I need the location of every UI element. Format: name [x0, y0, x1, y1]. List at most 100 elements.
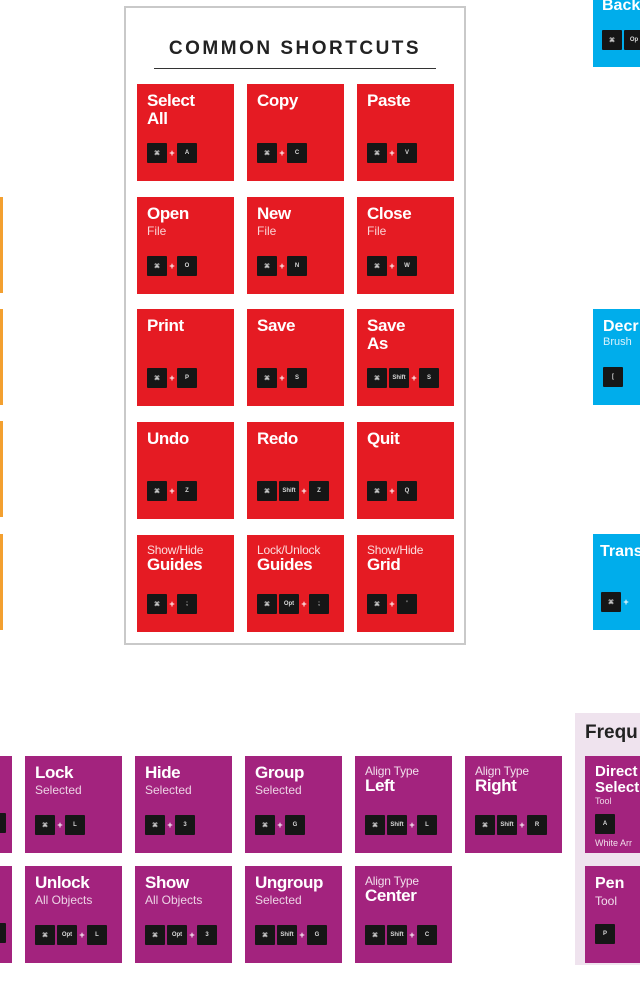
shortcut-tile-quit: Quit ⌘ + Q [357, 422, 454, 519]
orange-tile-fragment [0, 309, 3, 405]
key-cap: ⌘ [257, 256, 277, 276]
key-combo: ⌘ Opt + L [35, 925, 107, 945]
key-combo: ⌘ Shift + L [365, 815, 437, 835]
key-cap: ⌘ [255, 925, 275, 945]
key-cap: 3 [197, 925, 217, 945]
key-cap: L [65, 815, 85, 835]
key-cap: S [419, 368, 439, 388]
tile-title: Open [147, 204, 189, 223]
shortcut-tile-Show/Hide-grid: Show/Hide Grid ⌘ + ' [357, 535, 454, 632]
key-cap: L [417, 815, 437, 835]
tile-caption: White Arr [595, 838, 633, 848]
shortcut-tile-save: Save ⌘ + S [247, 309, 344, 406]
key-cap: N [287, 256, 307, 276]
tile-sub: Selected [145, 783, 192, 797]
key-cap: Opt [279, 594, 299, 614]
plus-sign: + [299, 930, 305, 940]
plus-sign: + [169, 486, 175, 496]
tile-title: Unlock [35, 873, 90, 892]
key-cap: ⌘ [367, 368, 387, 388]
key-cap: L [87, 925, 107, 945]
blue-tile-fragment: Trans ⌘ + [593, 534, 640, 630]
key-cap: Shift [387, 815, 407, 835]
shortcut-tile-undo: Undo ⌘ + Z [137, 422, 234, 519]
panel-title: COMMON SHORTCUTS [168, 38, 422, 59]
tile-title: Paste [367, 91, 411, 110]
shortcut-tile-Show/Hide-guides: Show/Hide Guides ⌘ +; [137, 535, 234, 632]
orange-tile-fragment [0, 534, 3, 630]
key-combo: ⌘ + W [367, 256, 417, 276]
tile-sub: Tool [595, 796, 612, 806]
key-cap: Opt [57, 925, 77, 945]
key-cap: P [595, 924, 615, 944]
tile-title: Show [145, 873, 189, 892]
key-cap: Shift [497, 815, 517, 835]
key-cap [0, 813, 6, 833]
tile-prefix: Align Type [365, 764, 419, 778]
key-cap: Shift [279, 481, 299, 501]
key-cap: O [177, 256, 197, 276]
key-combo: ⌘ Shift + R [475, 815, 547, 835]
key-cap: ⌘ [147, 143, 167, 163]
key-cap: ⌘ [367, 481, 387, 501]
key-cap: ⌘ [365, 925, 385, 945]
tile-title: Guides [257, 555, 313, 574]
tile-sub: Selected [35, 783, 82, 797]
key-cap: V [397, 143, 417, 163]
key-cap: ⌘ [257, 594, 277, 614]
key-cap: ⌘ [35, 925, 55, 945]
shortcut-tile-paste: Paste ⌘ + V [357, 84, 454, 181]
key-cap: ⌘ [365, 815, 385, 835]
purple-tile-fragment [0, 756, 12, 853]
tile-title: Trans [600, 543, 640, 560]
key-cap: Q [397, 481, 417, 501]
key-cap: G [307, 925, 327, 945]
plus-sign: + [79, 930, 85, 940]
tile-title: Close [367, 204, 412, 223]
plus-sign: + [389, 599, 395, 609]
tile-prefix: Lock/Unlock [257, 543, 321, 557]
key-cap: ⌘ [255, 815, 275, 835]
object-tile-hide: Hide Selected ⌘ +3 [135, 756, 232, 853]
plus-sign: + [277, 820, 283, 830]
key-combo: ⌘ +3 [145, 815, 195, 835]
tile-prefix: Align Type [475, 764, 529, 778]
tile-title: Hide [145, 763, 181, 782]
tile-title: Direct Select [595, 763, 640, 796]
key-cap: A [595, 814, 615, 834]
key-combo: ⌘ Shift + C [365, 925, 437, 945]
key-cap: ⌘ [257, 368, 277, 388]
tile-title: Print [147, 316, 184, 335]
key-cap: ⌘ [367, 594, 387, 614]
key-cap: ⌘ [602, 30, 622, 50]
purple-tile-fragment [0, 866, 12, 963]
key-cap: ⌘ [145, 815, 165, 835]
shortcut-tile-save-as: Save As ⌘ Shift + S [357, 309, 454, 406]
key-cap [0, 923, 6, 943]
tile-sub: Selected [255, 783, 302, 797]
key-cap: ⌘ [145, 925, 165, 945]
tile-title: Grid [367, 555, 401, 574]
key-combo: ⌘ + C [257, 143, 307, 163]
tile-title: Quit [367, 429, 400, 448]
plus-sign: + [169, 148, 175, 158]
object-tile-show: Show All Objects ⌘ Opt +3 [135, 866, 232, 963]
tile-title: Center [365, 886, 417, 905]
plus-sign: + [389, 486, 395, 496]
plus-sign: + [389, 261, 395, 271]
shortcut-tile-close: Close File ⌘ + W [357, 197, 454, 294]
tile-title: Redo [257, 429, 298, 448]
key-combo: ⌘ + A [147, 143, 197, 163]
tile-title: Save [257, 316, 296, 335]
tile-sub: File [147, 224, 167, 238]
plus-sign: + [57, 820, 63, 830]
tile-sub: File [367, 224, 387, 238]
tile-sub: All Objects [35, 893, 93, 907]
tile-title: New [257, 204, 291, 223]
key-cap: Shift [389, 368, 409, 388]
tile-prefix: Show/Hide [147, 543, 204, 557]
object-tile-Align Type-right: Align Type Right ⌘ Shift + R [465, 756, 562, 853]
key-cap: W [397, 256, 417, 276]
blue-tile-fragment: Back ⌘ Op [593, 0, 640, 67]
key-combo: ⌘ Shift + Z [257, 481, 329, 501]
